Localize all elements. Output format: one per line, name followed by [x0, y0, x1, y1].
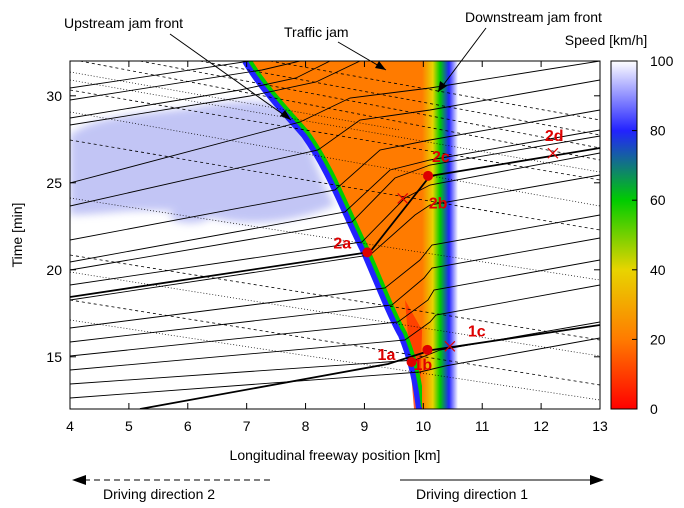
colorbar-tick-label: 80: [650, 123, 666, 139]
direction-2-arrowhead: [72, 475, 86, 485]
trajectory-1: [139, 324, 600, 409]
point-2a-label: 2a: [333, 235, 351, 252]
arrow-downstream-front: [437, 27, 487, 93]
x-tick-label: 6: [184, 418, 192, 434]
direction-2-label: Driving direction 2: [103, 486, 215, 502]
point-1c-label: 1c: [468, 323, 486, 340]
plot-frame: [69, 60, 601, 410]
y-tick-label: 25: [46, 175, 62, 191]
annotation-upstream-front: Upstream jam front: [64, 15, 183, 31]
arrowhead-downstream-front: [438, 81, 447, 92]
arrowhead-upstream-front: [280, 110, 291, 120]
y-axis-title: Time [min]: [9, 203, 25, 268]
trajectories-direction-2-dotted: [70, 71, 600, 401]
annotations: Upstream jam front Traffic jam Downstrea…: [64, 9, 602, 121]
colorbar-tick-label: 20: [650, 331, 666, 347]
point-1a-label: 1a: [378, 347, 396, 364]
point-2b-label: 2b: [429, 195, 448, 212]
point-2d-cross: [547, 147, 559, 159]
annotation-traffic-jam: Traffic jam: [284, 24, 349, 40]
point-2c-marker: [423, 170, 434, 181]
point-1a-marker: [406, 357, 417, 368]
point-2a-marker: [362, 247, 373, 258]
colorbar-tick-label: 100: [650, 53, 674, 69]
colorbar: Speed [km/h] 0 20 40 60 80 100: [565, 32, 674, 417]
x-tick-label: 11: [475, 418, 490, 434]
x-tick-label: 12: [533, 418, 549, 434]
colorbar-label: Speed [km/h]: [565, 32, 648, 48]
point-2c-label: 2c: [432, 149, 450, 166]
point-2d-label: 2d: [545, 128, 564, 145]
y-tick-label: 30: [46, 88, 62, 104]
x-tick-label: 10: [416, 418, 432, 434]
x-tick-label: 9: [361, 418, 369, 434]
colorbar-tick-label: 40: [650, 262, 666, 278]
plot-area: [69, 60, 601, 410]
x-tick-label: 13: [592, 418, 608, 434]
y-tick-label: 15: [46, 349, 62, 365]
x-axis-title: Longitudinal freeway position [km]: [230, 447, 441, 463]
upstream-front-edge-green: [247, 61, 425, 408]
colorbar-tick-label: 60: [650, 192, 666, 208]
free-flow-patch-small: [170, 209, 210, 223]
driving-directions: Driving direction 2 Driving direction 1: [72, 475, 604, 502]
x-tick-label: 7: [243, 418, 251, 434]
colorbar-gradient: [610, 60, 638, 410]
colorbar-tick-label: 0: [650, 401, 658, 417]
arrow-upstream-front: [169, 33, 292, 121]
free-flow-patch-main: [70, 101, 335, 223]
y-axis: 15 20 25 30: [46, 88, 600, 365]
arrowhead-traffic-jam: [375, 61, 386, 70]
direction-1-label: Driving direction 1: [416, 486, 528, 502]
x-tick-label: 5: [125, 418, 133, 434]
trajectory-2: [70, 147, 600, 298]
x-tick-label: 4: [66, 418, 74, 434]
direction-1-arrowhead: [590, 475, 604, 485]
highlighted-trajectories: [70, 147, 600, 409]
y-tick-label: 20: [46, 262, 62, 278]
point-1c-cross: [444, 340, 456, 352]
special-points: 1a 1b 1c 2a 2b 2c 2d: [333, 128, 563, 374]
trajectories-direction-2: [70, 61, 600, 386]
colorbar-ticks: 0 20 40 60 80 100: [632, 53, 674, 417]
point-1b-marker: [422, 344, 433, 355]
x-axis: 4 5 6 7 8 9 10 11 12 13: [66, 61, 608, 434]
jam-region: [246, 61, 431, 409]
point-2b-cross: [397, 193, 409, 204]
point-1b-label: 1b: [413, 357, 432, 374]
annotation-downstream-front: Downstream jam front: [465, 9, 602, 25]
x-tick-label: 8: [302, 418, 310, 434]
